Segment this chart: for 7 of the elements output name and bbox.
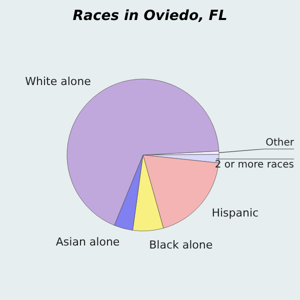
slice-label: Black alone: [149, 238, 213, 252]
slice-label: 2 or more races: [214, 160, 294, 170]
slice-label: Hispanic: [212, 206, 259, 220]
slice-label: Other: [266, 138, 295, 148]
chart-title: Races in Oviedo, FL: [72, 8, 228, 24]
slice-label: White alone: [25, 75, 92, 88]
slice-label: Asian alone: [56, 235, 120, 248]
